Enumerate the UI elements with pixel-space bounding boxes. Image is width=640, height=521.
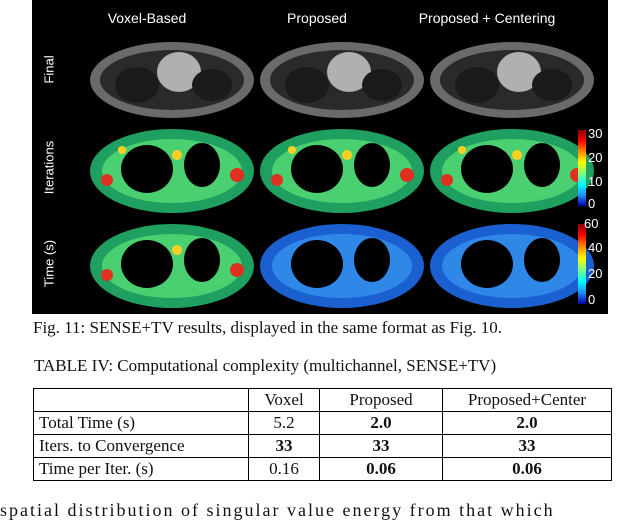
cell-center: 33 <box>442 434 612 458</box>
table-header-cell: Proposed+Center <box>442 388 612 412</box>
complexity-table: Voxel Proposed Proposed+Center Total Tim… <box>33 388 612 481</box>
iterations-colorbar <box>578 130 586 206</box>
table-row: Iters. to Convergence 33 33 33 <box>33 434 612 458</box>
row-label: Time per Iter. (s) <box>33 457 249 481</box>
time-maps-row <box>90 224 594 308</box>
table-row: Time per Iter. (s) 0.16 0.06 0.06 <box>33 457 612 481</box>
table-header-cell <box>33 388 249 412</box>
iterations-colorbar-tick: 10 <box>588 174 603 189</box>
time-colorbar-tick: 40 <box>588 240 603 255</box>
row-label-final: Final <box>41 55 57 84</box>
row-label: Total Time (s) <box>33 411 249 435</box>
column-title-proposed: Proposed <box>287 10 347 26</box>
table-title: TABLE IV: Computational complexity (mult… <box>34 356 497 375</box>
cell-voxel: 0.16 <box>248 457 320 481</box>
final-image-voxel <box>90 42 254 118</box>
cell-voxel: 5.2 <box>248 411 320 435</box>
final-image-centering <box>430 42 594 118</box>
cell-center: 0.06 <box>442 457 612 481</box>
column-title-voxel: Voxel-Based <box>107 10 187 26</box>
time-map-voxel <box>90 224 254 308</box>
time-colorbar <box>578 224 586 304</box>
final-image-proposed <box>260 42 424 118</box>
column-title-centering: Proposed + Centering <box>418 10 556 26</box>
row-label: Iters. to Convergence <box>33 434 249 458</box>
table-row: Total Time (s) 5.2 2.0 2.0 <box>33 411 612 435</box>
final-images-row <box>90 42 594 118</box>
time-colorbar-tick: 0 <box>588 292 596 307</box>
cell-center: 2.0 <box>442 411 612 435</box>
row-label-time: Time (s) <box>41 239 57 288</box>
iterations-colorbar-tick: 20 <box>588 150 603 165</box>
table-header-row: Voxel Proposed Proposed+Center <box>33 388 612 412</box>
iterations-map-voxel <box>90 129 254 213</box>
row-label-iterations: Iterations <box>41 140 57 195</box>
cell-proposed: 33 <box>319 434 443 458</box>
iterations-colorbar-tick: 0 <box>588 196 596 211</box>
table-header-cell: Voxel <box>248 388 320 412</box>
iterations-map-centering <box>430 129 594 213</box>
time-map-proposed <box>260 224 424 308</box>
figure-panel: Voxel-Based Proposed Proposed + Centerin… <box>32 0 608 314</box>
table-header-cell: Proposed <box>319 388 443 412</box>
iterations-colorbar-tick: 30 <box>588 126 603 141</box>
time-colorbar-tick: 20 <box>588 266 603 281</box>
iterations-maps-row <box>90 129 594 213</box>
cell-voxel: 33 <box>248 434 320 458</box>
figure-caption: Fig. 11: SENSE+TV results, displayed in … <box>33 318 503 337</box>
iterations-map-proposed <box>260 129 424 213</box>
body-text-fragment: spatial distribution of singular value e… <box>0 500 555 520</box>
time-colorbar-tick: 60 <box>584 216 599 231</box>
cell-proposed: 0.06 <box>319 457 443 481</box>
time-map-centering <box>430 224 594 308</box>
cell-proposed: 2.0 <box>319 411 443 435</box>
